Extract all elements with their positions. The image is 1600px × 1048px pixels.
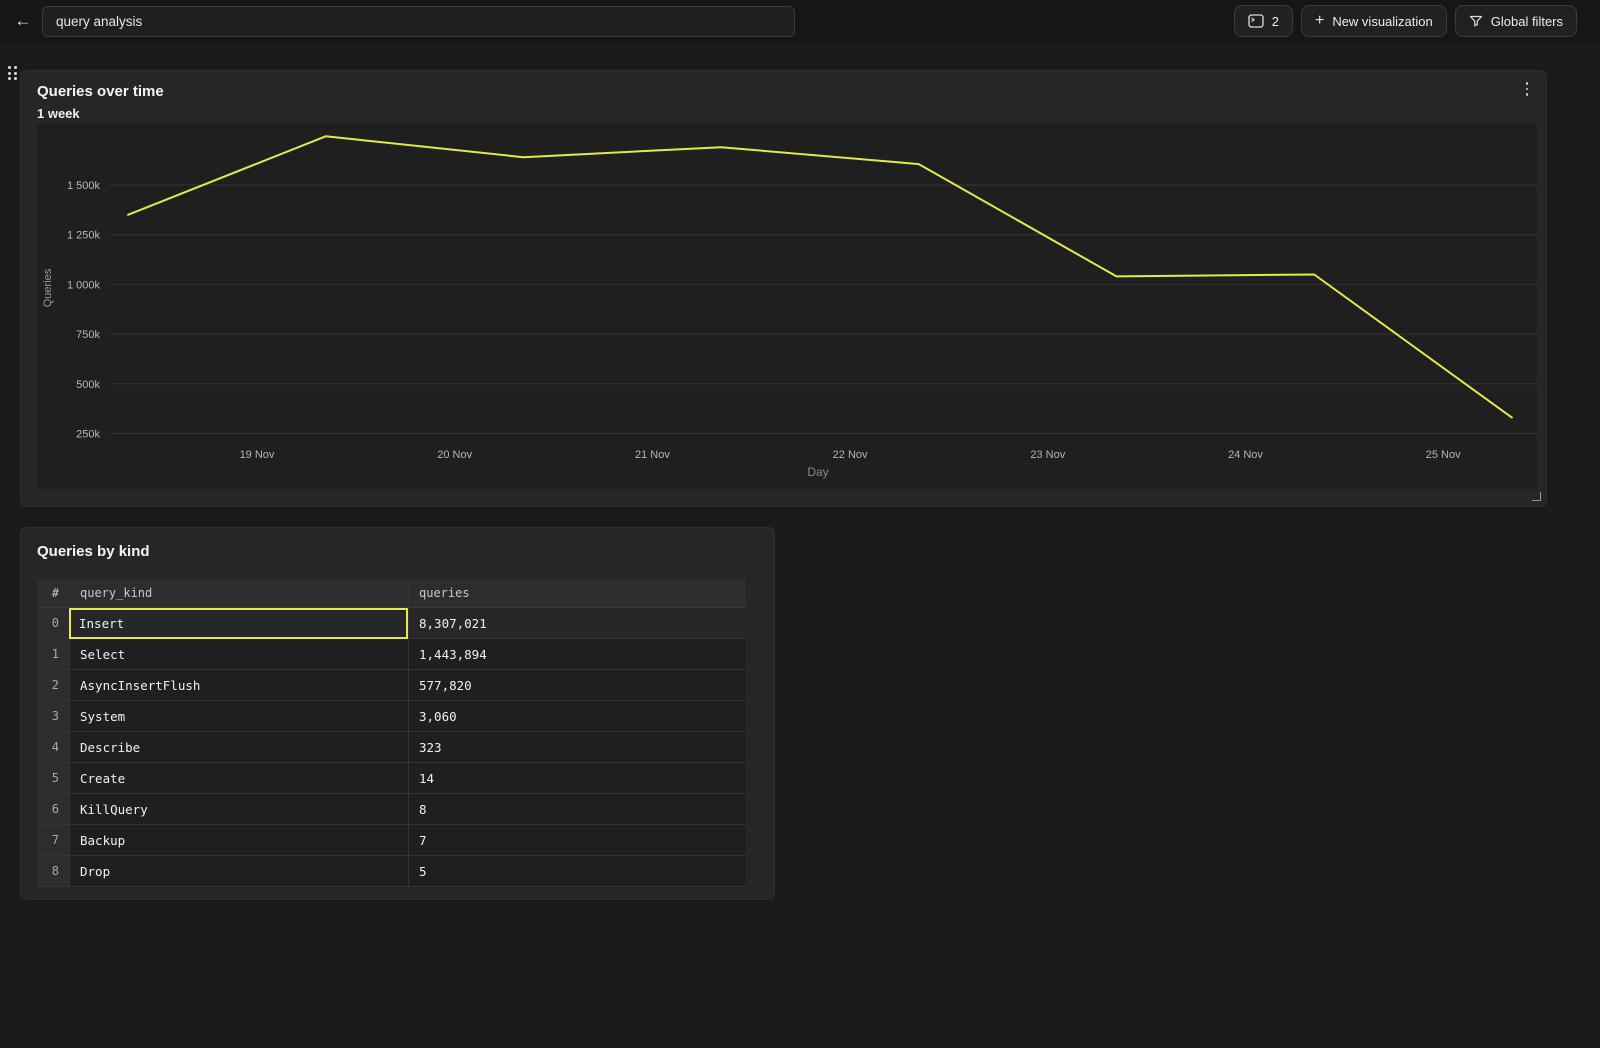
queries-value-cell[interactable]: 7 [408,825,746,856]
table-row: 5 Create 14 [37,763,746,794]
chart-panel-title: Queries over time [37,83,164,100]
table-row: 4 Describe 323 [37,732,746,763]
chart-plot-area: 1 500k 1 250k 1 000k 750k 500k 250k 19 Nov 20 N… [37,124,1537,489]
table-body: 0 Insert 8,307,021 1 Select 1,443,894 2 … [37,608,746,887]
table-row: 6 KillQuery 8 [37,794,746,825]
y-tick-label: 1 250k [67,230,101,242]
table-row: 0 Insert 8,307,021 [37,608,746,639]
row-index-cell: 6 [37,794,69,825]
topbar: ← 2 + New visualization Global filters [0,0,1600,42]
back-button[interactable]: ← [8,6,38,36]
chart-panel-subtitle: 1 week [37,106,80,121]
global-filters-button[interactable]: Global filters [1454,5,1577,37]
query-kind-cell[interactable]: System [69,701,408,732]
table-row: 1 Select 1,443,894 [37,639,746,670]
resize-handle[interactable] [1532,492,1541,501]
query-kind-cell[interactable]: AsyncInsertFlush [69,670,408,701]
row-index-cell: 5 [37,763,69,794]
queries-table: # query_kind queries 0 Insert 8,307,021 … [37,579,746,887]
topbar-actions: 2 + New visualization Global filters [1233,5,1577,37]
plus-icon: + [1314,11,1325,29]
arrow-left-icon: ← [14,11,32,30]
query-kind-cell[interactable]: Describe [69,732,408,763]
canvas-count-button[interactable]: 2 [1233,5,1293,37]
row-index-cell: 4 [37,732,69,763]
row-index-cell: 8 [37,856,69,887]
canvas-count-label: 2 [1271,13,1279,29]
x-tick-label: 23 Nov [1030,449,1065,461]
y-tick-label: 250k [76,429,100,441]
table-row: 3 System 3,060 [37,701,746,732]
y-tick-label: 1 500k [67,180,101,192]
row-index-cell: 1 [37,639,69,670]
queries-value-cell[interactable]: 3,060 [408,701,746,732]
x-tick-label: 20 Nov [437,449,472,461]
kebab-menu-button[interactable] [1518,79,1536,99]
global-filters-label: Global filters [1490,13,1563,29]
funnel-icon [1469,14,1483,28]
header-cell-index[interactable]: # [37,579,69,608]
drag-handle-icon[interactable] [8,66,17,80]
queries-value-cell[interactable]: 8 [408,794,746,825]
dashboard-title-input[interactable] [42,5,795,37]
queries-value-cell[interactable]: 577,820 [408,670,746,701]
y-tick-label: 1 000k [67,279,101,291]
table-header-row: # query_kind queries [37,579,746,608]
kebab-icon [1525,82,1529,86]
y-tick-label: 500k [76,379,100,391]
queries-value-cell[interactable]: 323 [408,732,746,763]
x-tick-label: 24 Nov [1228,449,1263,461]
query-kind-cell[interactable]: Backup [69,825,408,856]
row-index-cell: 7 [37,825,69,856]
queries-value-cell[interactable]: 14 [408,763,746,794]
queries-value-cell[interactable]: 8,307,021 [408,608,746,639]
header-cell-queries[interactable]: queries [408,579,746,608]
x-tick-label: 21 Nov [635,449,670,461]
queries-line-series [127,135,1513,419]
query-kind-cell[interactable]: Create [69,763,408,794]
y-tick-label: 750k [76,329,100,341]
new-visualization-button[interactable]: + New visualization [1300,5,1447,37]
table-panel-title: Queries by kind [37,543,150,560]
header-cell-query-kind[interactable]: query_kind [69,579,408,608]
queries-over-time-svg: 1 500k 1 250k 1 000k 750k 500k 250k 19 Nov 20 N… [42,135,1537,479]
table-row: 2 AsyncInsertFlush 577,820 [37,670,746,701]
panels-icon [1248,14,1264,28]
query-kind-cell[interactable]: Insert [69,608,408,639]
query-kind-cell[interactable]: KillQuery [69,794,408,825]
x-tick-label: 25 Nov [1426,449,1461,461]
queries-value-cell[interactable]: 5 [408,856,746,887]
y-axis-title: Queries [42,268,54,307]
row-index-cell: 3 [37,701,69,732]
queries-value-cell[interactable]: 1,443,894 [408,639,746,670]
queries-by-kind-panel: Queries by kind # query_kind queries 0 I… [20,527,775,900]
x-tick-label: 22 Nov [833,449,868,461]
queries-over-time-panel: Queries over time 1 week 1 500k 1 250k 1 0… [20,70,1547,507]
table-row: 8 Drop 5 [37,856,746,887]
query-kind-cell[interactable]: Select [69,639,408,670]
x-axis-title: Day [807,465,828,479]
x-tick-label: 19 Nov [240,449,275,461]
table-row: 7 Backup 7 [37,825,746,856]
row-index-cell: 0 [37,608,69,639]
row-index-cell: 2 [37,670,69,701]
query-kind-cell[interactable]: Drop [69,856,408,887]
new-visualization-label: New visualization [1332,13,1433,29]
